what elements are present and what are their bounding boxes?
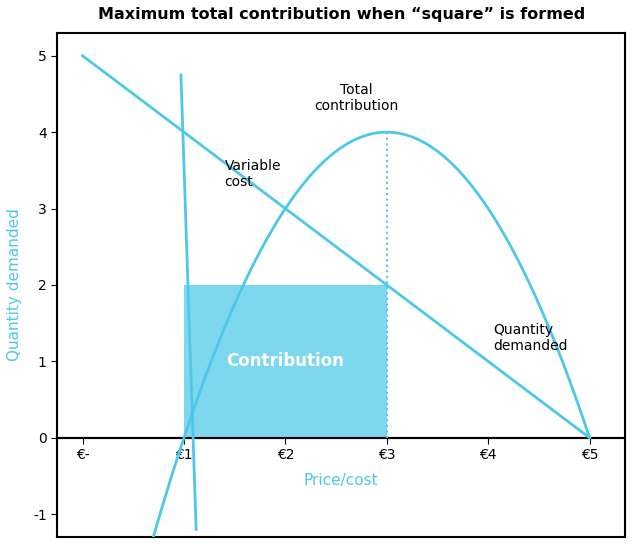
Text: Variable
cost: Variable cost [224,159,281,189]
Text: Total
contribution: Total contribution [314,83,398,113]
Text: Contribution: Contribution [226,353,344,370]
Bar [184,285,387,438]
X-axis label: Price/cost: Price/cost [304,473,379,489]
Title: Maximum total contribution when “square” is formed: Maximum total contribution when “square”… [97,7,585,22]
Y-axis label: Quantity demanded: Quantity demanded [7,208,22,361]
Text: Quantity
demanded: Quantity demanded [493,323,568,354]
